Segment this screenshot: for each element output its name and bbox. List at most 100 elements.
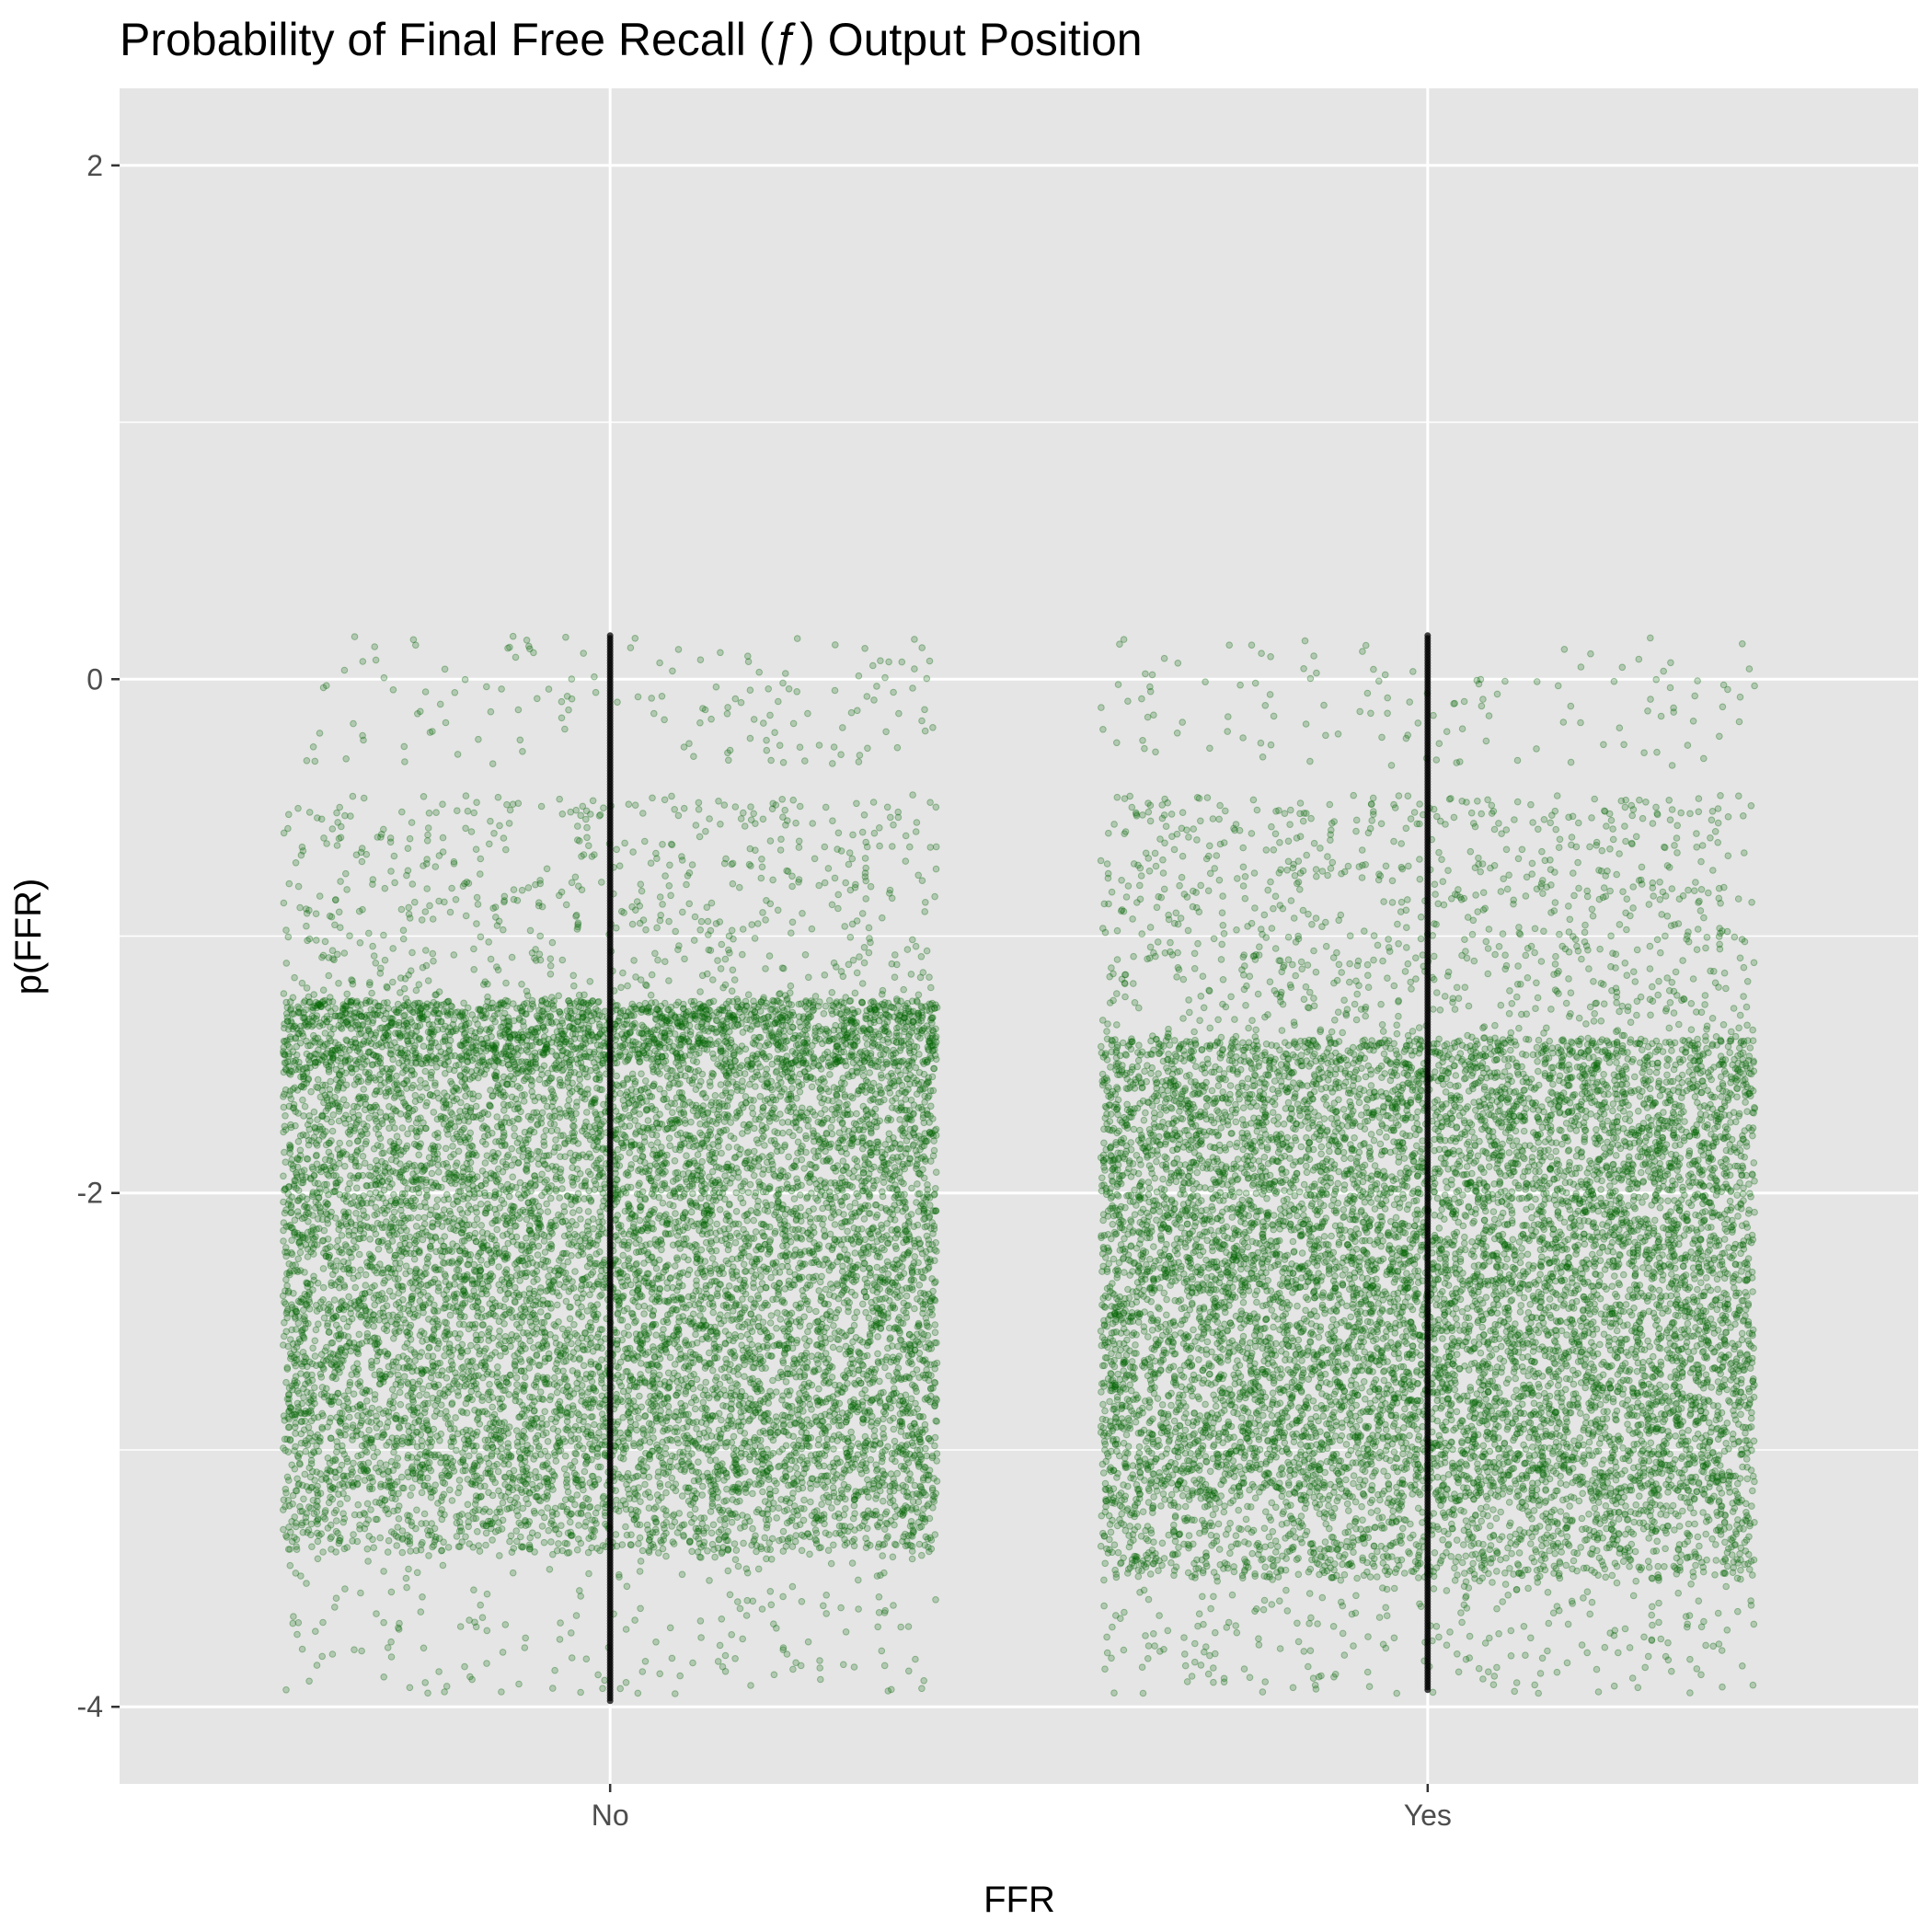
data-point	[585, 1209, 592, 1215]
data-point	[768, 757, 775, 764]
data-point	[583, 816, 590, 822]
data-point	[867, 936, 873, 942]
data-point	[899, 659, 905, 665]
data-point	[669, 1475, 675, 1481]
data-point	[632, 802, 638, 809]
data-point	[359, 858, 365, 865]
data-point	[726, 1283, 732, 1290]
data-point	[760, 816, 766, 822]
data-point	[584, 1308, 591, 1315]
data-point	[549, 939, 556, 946]
data-point	[463, 825, 469, 832]
data-point	[698, 1195, 705, 1202]
data-point	[419, 917, 425, 924]
data-point	[718, 822, 724, 828]
data-point	[838, 969, 845, 975]
data-point	[337, 1140, 343, 1146]
data-point	[863, 839, 869, 845]
data-point	[903, 858, 909, 865]
data-point	[316, 1321, 322, 1328]
data-point	[546, 686, 552, 693]
data-point	[451, 858, 457, 865]
data-point	[813, 1308, 820, 1315]
data-point	[432, 864, 439, 870]
data-point	[527, 927, 534, 934]
data-point	[880, 914, 886, 921]
data-point	[822, 880, 828, 886]
data-point	[343, 1037, 350, 1043]
data-point	[659, 694, 665, 700]
data-point	[657, 894, 663, 901]
data-point	[922, 909, 928, 915]
data-point	[751, 811, 757, 817]
data-point	[499, 1197, 505, 1203]
data-point	[825, 1098, 832, 1104]
data-point	[691, 937, 697, 944]
data-point	[859, 829, 866, 835]
data-point	[558, 698, 565, 705]
data-point	[660, 842, 666, 848]
data-point	[350, 978, 356, 984]
data-point	[914, 820, 920, 826]
data-point	[673, 1002, 680, 1008]
data-point	[571, 983, 578, 989]
data-point	[351, 720, 357, 727]
data-point	[503, 846, 510, 853]
data-point	[866, 925, 872, 931]
data-point	[913, 943, 919, 949]
data-point	[396, 1022, 402, 1029]
data-point	[281, 900, 287, 906]
data-point	[712, 1093, 719, 1099]
data-point	[477, 871, 484, 878]
data-point	[859, 981, 866, 987]
data-point	[672, 807, 678, 813]
data-point	[425, 825, 431, 832]
data-point	[773, 1141, 779, 1147]
data-point	[732, 696, 739, 702]
data-point	[715, 958, 721, 964]
data-point	[293, 860, 299, 867]
data-point	[523, 1374, 529, 1381]
data-point	[702, 707, 708, 713]
data-point	[372, 644, 378, 650]
data-point	[442, 899, 448, 905]
data-point	[783, 671, 789, 677]
data-point	[793, 820, 799, 826]
data-point	[504, 801, 511, 808]
data-point	[424, 857, 431, 863]
data-point	[547, 956, 554, 962]
data-point	[433, 992, 440, 998]
data-point	[699, 972, 706, 979]
data-point	[537, 878, 544, 884]
data-point	[669, 1307, 675, 1314]
data-point	[515, 800, 522, 807]
data-point	[763, 917, 769, 924]
data-point	[850, 832, 857, 838]
data-point	[855, 707, 861, 714]
data-point	[741, 1261, 747, 1268]
data-point	[871, 697, 878, 704]
data-point	[713, 684, 719, 690]
data-point	[930, 725, 937, 731]
data-point	[772, 730, 778, 736]
data-point	[919, 645, 926, 651]
data-point	[651, 710, 658, 717]
data-point	[561, 1466, 568, 1472]
data-point	[877, 843, 883, 849]
data-point	[680, 909, 686, 915]
data-point	[758, 875, 765, 881]
data-point	[471, 810, 477, 816]
data-point	[695, 1152, 701, 1158]
data-point	[629, 903, 636, 910]
data-point	[318, 816, 325, 822]
data-point	[886, 659, 892, 665]
data-point	[654, 925, 661, 931]
data-point	[924, 948, 930, 954]
data-point	[892, 952, 899, 959]
data-point	[427, 730, 433, 736]
data-point	[569, 676, 575, 683]
data-point	[357, 940, 363, 947]
data-point	[617, 1090, 624, 1097]
data-point	[320, 987, 327, 994]
data-point	[460, 1165, 466, 1171]
